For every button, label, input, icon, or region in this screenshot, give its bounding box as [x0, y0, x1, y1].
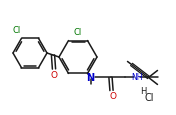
- Text: O: O: [109, 91, 116, 100]
- Text: NH: NH: [131, 72, 142, 81]
- Text: Cl: Cl: [12, 26, 21, 35]
- Text: Cl: Cl: [74, 27, 82, 36]
- Text: H: H: [140, 87, 146, 96]
- Text: N: N: [86, 73, 95, 83]
- Text: Cl: Cl: [144, 92, 154, 102]
- Text: O: O: [51, 70, 58, 79]
